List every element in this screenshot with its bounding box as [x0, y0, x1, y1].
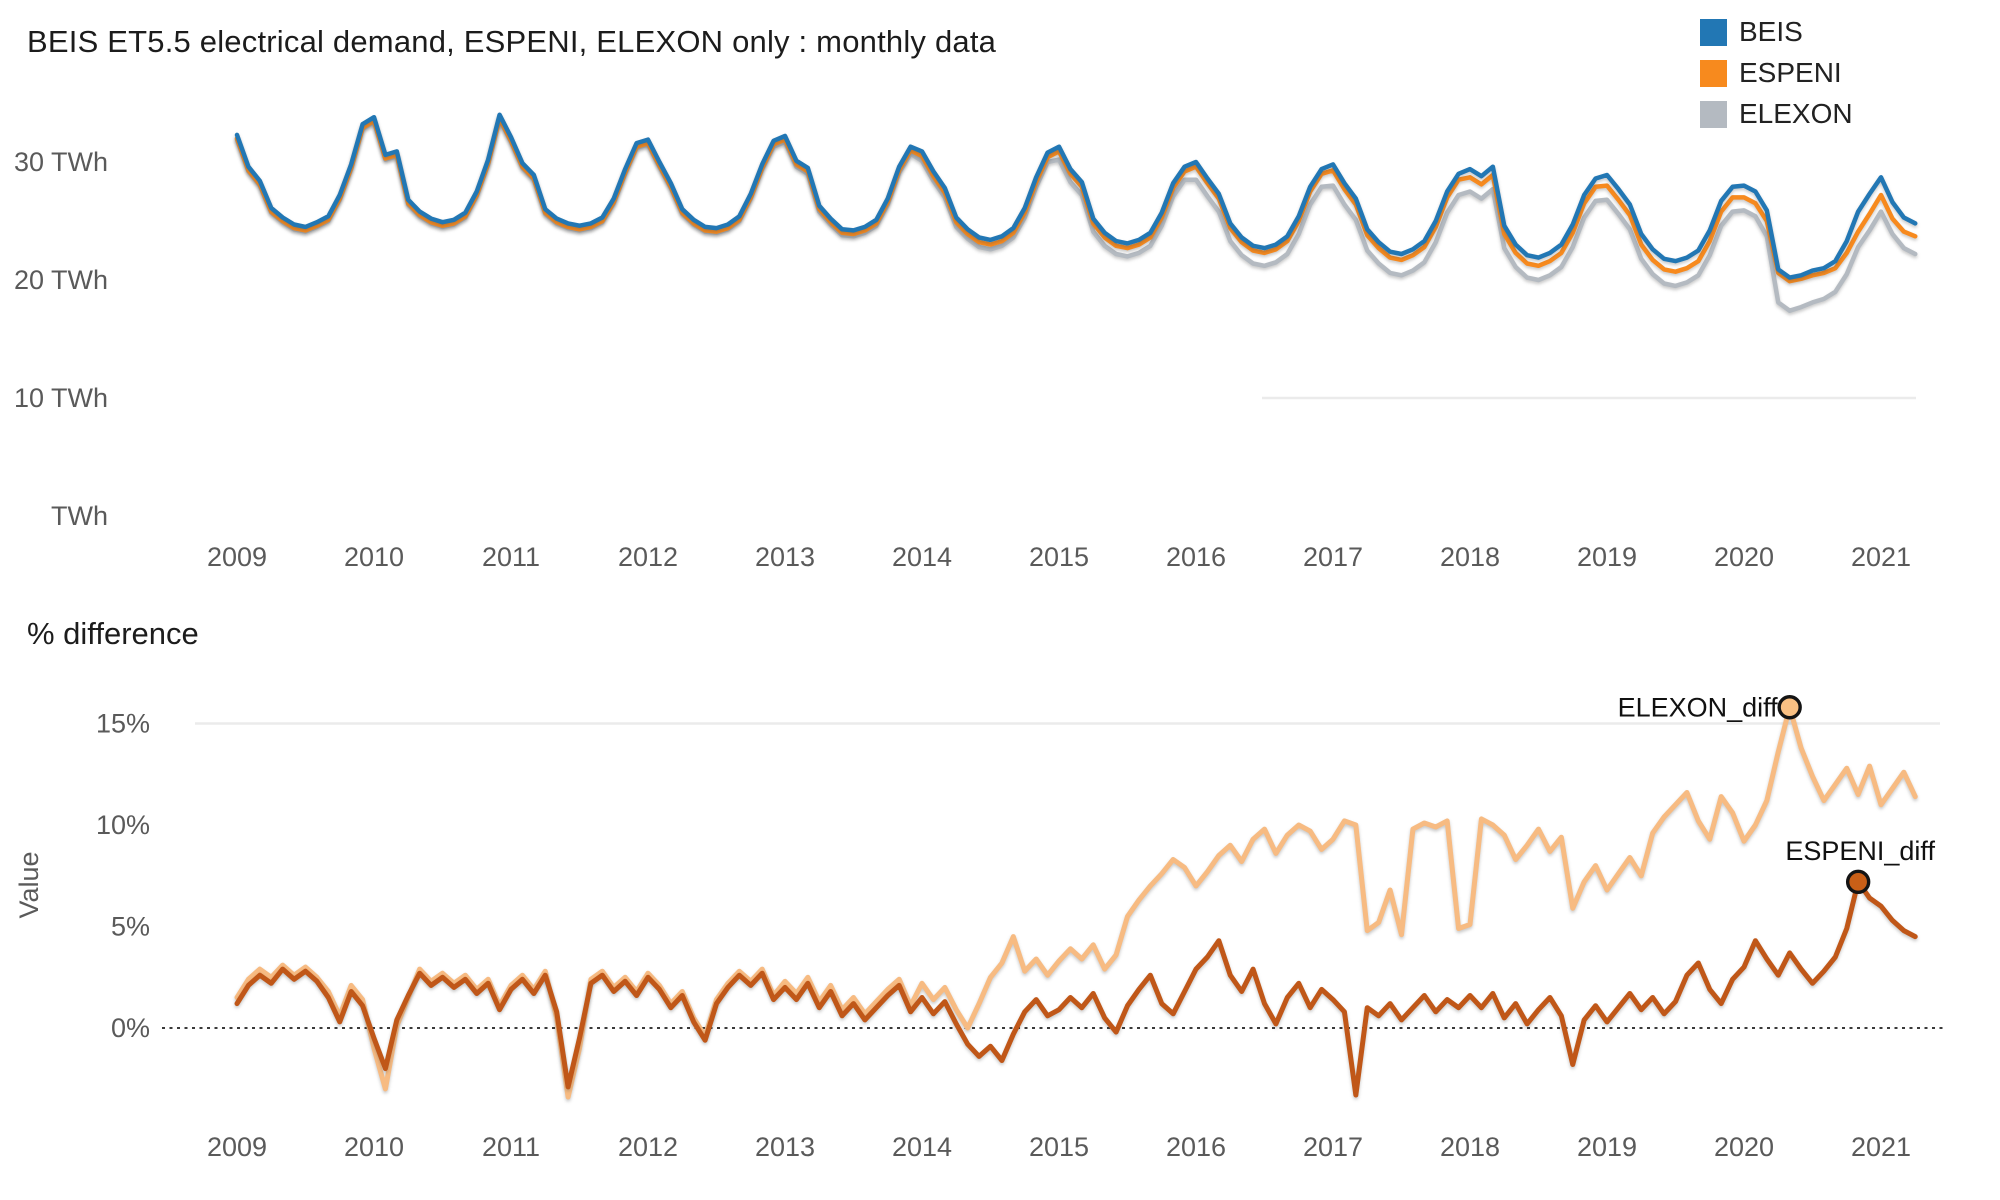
espeni_diff-marker — [1845, 869, 1871, 895]
y-tick-label: TWh — [51, 501, 108, 531]
x-tick-label: 2019 — [1577, 542, 1637, 572]
x-tick-label: 2015 — [1029, 542, 1089, 572]
legend-item-elexon: ELEXON — [1700, 98, 1853, 130]
legend-swatch-espeni — [1700, 59, 1727, 87]
x-tick-label: 2016 — [1166, 542, 1226, 572]
x-tick-label: 2014 — [892, 1132, 952, 1162]
x-tick-label: 2020 — [1714, 542, 1774, 572]
legend-swatch-beis — [1700, 18, 1727, 46]
y-tick-label: 15% — [96, 709, 150, 739]
pct-difference-title: % difference — [27, 616, 199, 651]
x-tick-label: 2013 — [755, 1132, 815, 1162]
espeni_diff-line — [234, 879, 1918, 1098]
elexon_diff-marker — [1777, 695, 1802, 720]
x-tick-label: 2010 — [344, 542, 404, 572]
top-chart-x-axis: 2009 2010 2011 2012 2013 2014 2015 2016 2017 2018… — [207, 542, 1911, 572]
y-tick-label: 0% — [111, 1013, 150, 1043]
legend-label-beis: BEIS — [1739, 16, 1803, 47]
bottom-chart-y-axis: 15% 10% 5% 0% — [96, 709, 150, 1044]
y-tick-label: 10 TWh — [14, 383, 108, 413]
legend-item-beis: BEIS — [1700, 16, 1853, 48]
x-tick-label: 2018 — [1440, 1132, 1500, 1162]
x-tick-label: 2017 — [1303, 542, 1363, 572]
x-tick-label: 2020 — [1714, 1132, 1774, 1162]
legend-label-espeni: ESPENI — [1739, 57, 1842, 88]
value-axis-label: Value — [14, 851, 44, 918]
y-tick-label: 20 TWh — [14, 265, 108, 295]
y-tick-label: 5% — [111, 912, 150, 942]
x-tick-label: 2009 — [207, 1132, 267, 1162]
x-tick-label: 2013 — [755, 542, 815, 572]
x-tick-label: 2017 — [1303, 1132, 1363, 1162]
y-tick-label: 30 TWh — [14, 147, 108, 177]
bottom-chart-x-axis: 2009 2010 2011 2012 2013 2014 2015 2016 2017 2018… — [207, 1132, 1911, 1162]
bottom-chart: 15%10%5%0%2009 2010 2011 2012 2013 2014 2015 20… — [14, 692, 1943, 1162]
elexon-line — [234, 117, 1918, 313]
top-chart-y-axis: 30 TWh 20 TWh 10 TWh TWh — [14, 147, 108, 531]
x-tick-label: 2021 — [1851, 542, 1911, 572]
x-tick-label: 2015 — [1029, 1132, 1089, 1162]
legend-label-elexon: ELEXON — [1739, 98, 1853, 129]
x-tick-label: 2021 — [1851, 1132, 1911, 1162]
x-tick-label: 2009 — [207, 542, 267, 572]
x-tick-label: 2018 — [1440, 542, 1500, 572]
legend-swatch-elexon — [1700, 100, 1727, 128]
x-tick-label: 2019 — [1577, 1132, 1637, 1162]
espeni_diff-annotation: ESPENI_diff — [1785, 836, 1935, 866]
x-tick-label: 2014 — [892, 542, 952, 572]
x-tick-label: 2010 — [344, 1132, 404, 1162]
elexon_diff-line — [234, 704, 1918, 1100]
elexon_diff-annotation: ELEXON_diff — [1618, 692, 1779, 722]
x-tick-label: 2012 — [618, 542, 678, 572]
legend-item-espeni: ESPENI — [1700, 57, 1853, 89]
x-tick-label: 2012 — [618, 1132, 678, 1162]
beis-line — [234, 112, 1918, 280]
y-tick-label: 10% — [96, 810, 150, 840]
legend: BEIS ESPENI ELEXON — [1700, 16, 1853, 139]
x-tick-label: 2016 — [1166, 1132, 1226, 1162]
top-chart: 30 TWh 20 TWh 10 TWh TWh 2009 2010 2011 2012 201… — [14, 112, 1918, 572]
chart-title: BEIS ET5.5 electrical demand, ESPENI, EL… — [27, 24, 997, 59]
x-tick-label: 2011 — [482, 542, 540, 572]
x-tick-label: 2011 — [482, 1132, 540, 1162]
